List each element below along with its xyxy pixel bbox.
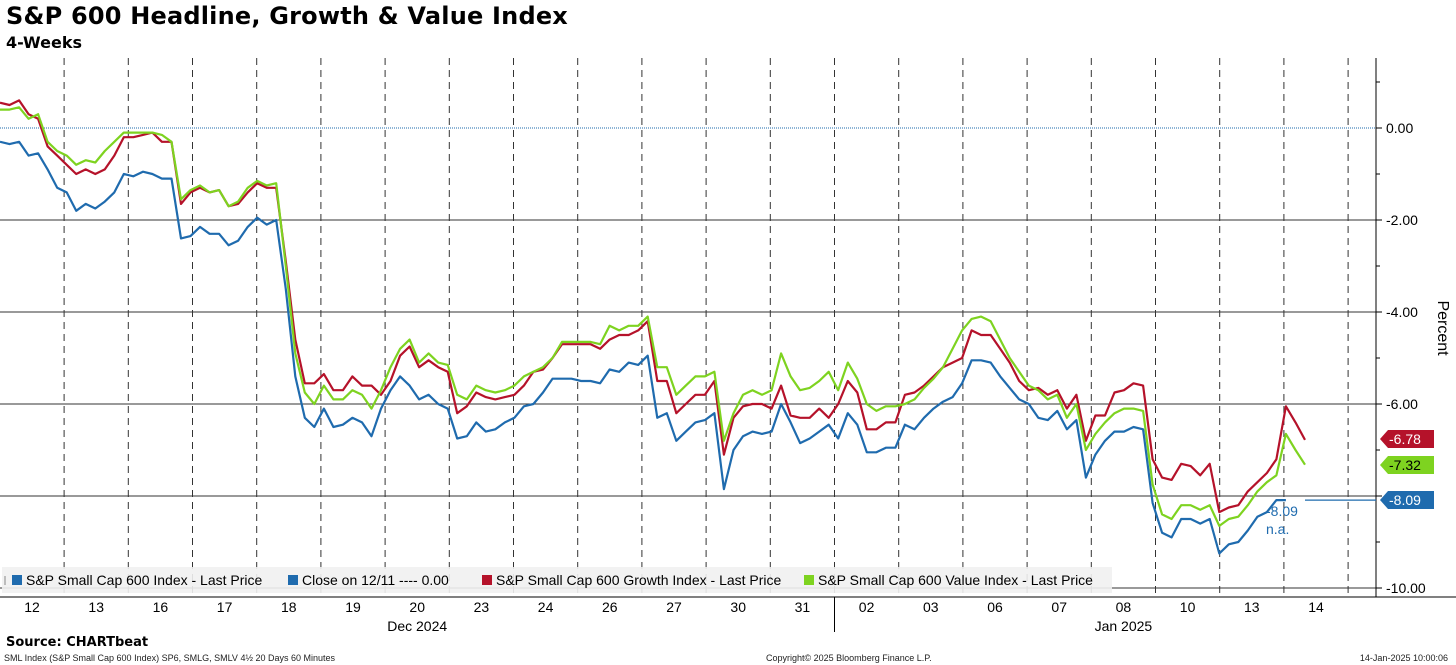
legend: S&P Small Cap 600 Index - Last Price Clos… (2, 567, 1112, 593)
horizontal-grid (0, 219, 1376, 589)
axes (0, 58, 1456, 632)
series-line-headline (0, 140, 1286, 555)
x-day-label: 03 (923, 599, 939, 615)
x-day-label: 26 (602, 599, 618, 615)
x-day-label: 16 (153, 599, 169, 615)
chart-subtitle: 4-Weeks (6, 33, 82, 52)
x-month-label: Jan 2025 (1095, 618, 1153, 632)
chart-title: S&P 600 Headline, Growth & Value Index (6, 2, 568, 30)
y-tick-label: -6.00 (1386, 396, 1418, 412)
end-tag-growth (1380, 430, 1434, 448)
vertical-grid (63, 58, 1349, 597)
footer-copyright: Copyright© 2025 Bloomberg Finance L.P. (766, 653, 932, 663)
end-tag-headline (1380, 491, 1434, 509)
x-day-label: 20 (409, 599, 425, 615)
end-tag-label-headline: -8.09 (1389, 492, 1421, 508)
legend-background (2, 567, 1112, 593)
legend-label: S&P Small Cap 600 Value Index - Last Pri… (818, 572, 1093, 588)
x-day-label: 17 (217, 599, 233, 615)
footer-timestamp: 14-Jan-2025 10:00:06 (1359, 653, 1448, 663)
footer-index-note: SML Index (S&P Small Cap 600 Index) SP6,… (4, 653, 335, 663)
legend-swatch (804, 575, 814, 585)
x-day-label: 18 (281, 599, 297, 615)
legend-label: S&P Small Cap 600 Index - Last Price (26, 572, 263, 588)
series-line-growth (0, 99, 1306, 514)
x-day-label: 10 (1180, 599, 1196, 615)
legend-label: S&P Small Cap 600 Growth Index - Last Pr… (496, 572, 782, 588)
x-day-label: 23 (474, 599, 490, 615)
end-value-tags: -6.78 -7.32 -8.09 (1380, 430, 1434, 509)
legend-swatch (482, 575, 492, 585)
legend-swatch (12, 575, 22, 585)
x-month-label: Dec 2024 (387, 618, 447, 632)
end-tag-label-value: -7.32 (1389, 457, 1421, 473)
y-tick-label: 0.00 (1386, 120, 1413, 136)
x-day-label: 19 (345, 599, 361, 615)
legend-swatch (288, 575, 298, 585)
x-day-label: 30 (730, 599, 746, 615)
x-day-label: 13 (1244, 599, 1260, 615)
y-tick-label: -2.00 (1386, 212, 1418, 228)
legend-label: Close on 12/11 ---- 0.00 (302, 572, 449, 588)
y-tick-label: -10.00 (1386, 580, 1426, 596)
x-day-label: 24 (538, 599, 554, 615)
x-day-label: 13 (88, 599, 104, 615)
end-tag-value (1380, 456, 1434, 474)
x-day-label: 12 (24, 599, 40, 615)
x-day-label: 06 (987, 599, 1003, 615)
end-tag-label-growth: -6.78 (1389, 431, 1421, 447)
x-day-label: 02 (859, 599, 875, 615)
x-day-label: 08 (1116, 599, 1132, 615)
series-line-value (0, 106, 1306, 527)
source-note: Source: CHARTbeat (6, 635, 149, 650)
x-day-label: 27 (666, 599, 682, 615)
axis-labels: 0.00-2.00-4.00-6.00-8.00-10.00Percent-8.… (24, 120, 1451, 632)
y-axis-label: Percent (1434, 300, 1451, 356)
headline-annotation: -8.09 (1266, 503, 1298, 519)
y-tick-label: -4.00 (1386, 304, 1418, 320)
x-day-label: 07 (1051, 599, 1067, 615)
x-day-label: 14 (1308, 599, 1324, 615)
x-day-label: 31 (795, 599, 811, 615)
line-chart: S&P Small Cap 600 Index - Last Price Clos… (0, 58, 1456, 632)
headline-annotation: n.a. (1266, 521, 1289, 537)
series-layer (0, 99, 1376, 555)
